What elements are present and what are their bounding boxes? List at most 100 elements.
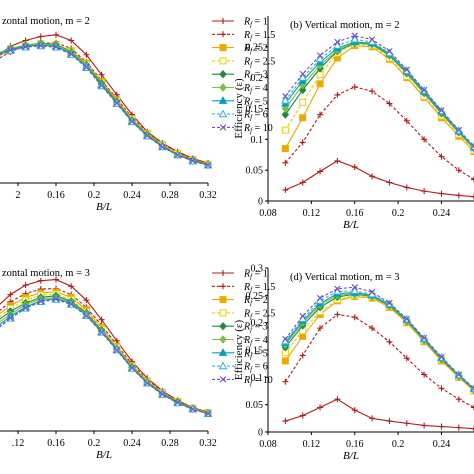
legend-label: Rf = 10: [243, 375, 273, 387]
series-line: [0, 291, 209, 414]
data-point: [386, 338, 393, 345]
data-point: [386, 299, 393, 307]
data-point: [159, 143, 166, 151]
x-tick-label: 0.08: [259, 439, 277, 450]
data-point: [420, 334, 428, 342]
series-rf-2: [0, 40, 212, 168]
legend-marker: [218, 109, 228, 118]
x-tick-label: 0.32: [199, 190, 217, 201]
series-rf-1-5: [0, 39, 211, 167]
series-line: [0, 296, 209, 414]
data-point: [113, 100, 120, 107]
x-axis-label: B/L: [96, 201, 112, 213]
series-line: [284, 86, 474, 180]
series-rf-10: [0, 42, 212, 169]
data-point: [299, 139, 306, 146]
legend-label: Rf = 1.5: [243, 282, 275, 294]
x-tick-label: .12: [12, 438, 25, 449]
data-point: [317, 111, 324, 118]
x-tick-label: 0.08: [259, 208, 277, 219]
legend-label: Rf = 2.5: [243, 56, 275, 68]
series-rf-3: [0, 39, 212, 169]
series-rf-6: [281, 34, 474, 150]
series-line: [284, 293, 474, 390]
legend-label: Rf = 5: [243, 96, 268, 108]
series-rf-1: [282, 396, 474, 432]
data-point: [128, 364, 136, 372]
data-point: [281, 110, 290, 119]
panel-b: 0.08 0.12 0.16 0.2 0.24 B/L 0 0.05 0.1 0.15 0.2 0.2…: [233, 16, 474, 231]
legend-label: Rf = 1.5: [243, 30, 275, 42]
data-point: [68, 37, 75, 44]
legend-marker: [220, 270, 226, 276]
data-point: [315, 54, 325, 63]
data-point: [351, 83, 358, 90]
data-point: [282, 92, 289, 100]
data-point: [351, 164, 358, 171]
data-point: [351, 407, 358, 414]
series-line: [0, 45, 209, 166]
data-point: [159, 391, 166, 398]
data-point: [469, 142, 474, 150]
legend-marker: [220, 31, 226, 38]
data-point: [421, 422, 428, 429]
series-rf-6: [0, 41, 213, 169]
data-point: [317, 168, 324, 175]
x-tick-label: 0.2: [88, 438, 101, 449]
series-rf-2: [281, 292, 474, 395]
series-line: [0, 43, 209, 165]
data-point: [52, 43, 60, 50]
y-tick-label: 0.25: [246, 42, 264, 53]
series-line: [285, 160, 474, 198]
x-tick-label: 0.2: [392, 439, 405, 450]
series-line: [0, 43, 209, 165]
data-point: [68, 283, 75, 290]
data-point: [334, 38, 341, 46]
data-point: [113, 347, 120, 354]
data-point: [333, 40, 342, 49]
x-tick-label: 0.2: [392, 208, 405, 219]
data-point: [334, 311, 341, 318]
data-point: [83, 297, 90, 304]
series-rf-4: [0, 39, 212, 169]
data-point: [68, 300, 75, 308]
data-point: [282, 418, 289, 425]
x-axis-label: B/L: [343, 450, 359, 462]
legend-label: Rf = 4: [243, 83, 268, 95]
series-line: [284, 313, 474, 408]
data-point: [403, 66, 410, 73]
x-tick-label: 0.12: [303, 439, 321, 450]
data-point: [438, 107, 445, 114]
legend-marker: [219, 296, 227, 304]
series-line: [285, 398, 474, 430]
series-rf-1-5: [282, 311, 474, 411]
data-point: [282, 335, 289, 343]
series-line: [284, 45, 474, 153]
data-point: [37, 33, 44, 40]
y-tick-label: 0.05: [246, 400, 264, 411]
data-point: [98, 82, 105, 89]
data-point: [281, 357, 289, 365]
data-point: [7, 291, 14, 298]
series-rf-5: [281, 287, 474, 392]
data-point: [22, 282, 29, 289]
legend-label: Rf = 2: [243, 43, 268, 55]
x-tick-label: 2: [16, 190, 21, 201]
y-tick-label: 0.15: [246, 104, 264, 115]
legend-marker: [218, 96, 228, 104]
series-rf-2-5: [0, 40, 212, 168]
panel-title: (d) Vertical motion, m = 3: [290, 272, 400, 283]
series-line: [0, 279, 209, 413]
data-point: [37, 277, 44, 284]
data-point: [22, 43, 29, 50]
data-point: [299, 114, 307, 122]
series-rf-5: [0, 40, 213, 169]
legend: Rf = 1Rf = 1.5Rf = 2Rf = 2.5 Rf = 3Rf = 4…: [212, 17, 275, 135]
legend-marker: [219, 335, 227, 344]
data-point: [204, 410, 212, 417]
x-axis-label: B/L: [96, 449, 112, 461]
series-rf-5: [281, 37, 474, 151]
series-rf-4: [281, 38, 474, 153]
series-rf-10: [0, 295, 212, 417]
legend-marker: [219, 376, 227, 383]
